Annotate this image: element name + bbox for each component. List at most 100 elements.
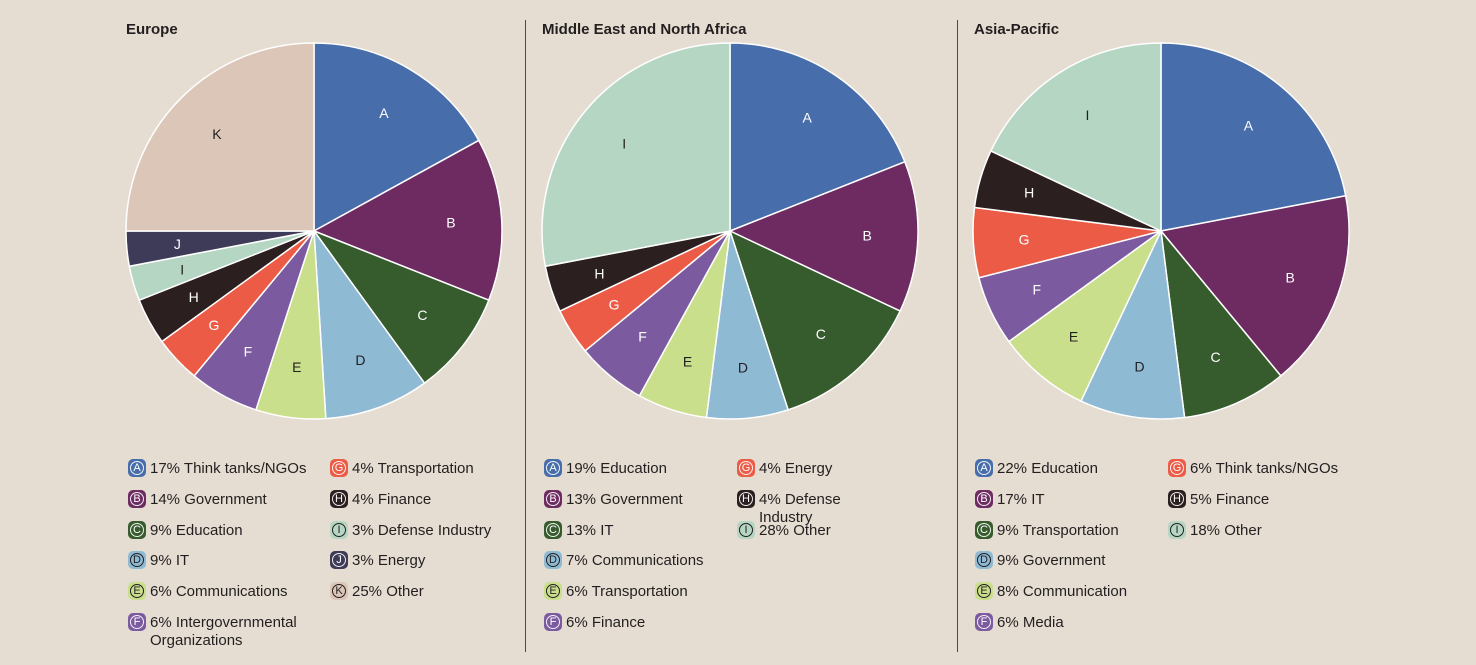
- legend-text: 4% Energy: [759, 460, 833, 477]
- pie-slice-label-mena-c: C: [816, 326, 826, 342]
- legend-item-europe-f: F 6% Intergovernmental Organizations: [128, 613, 297, 650]
- legend-item-asia-pacific-a: A 22% Education: [975, 459, 1098, 478]
- pie-slice-label-asia-pacific-f: F: [1033, 281, 1042, 297]
- legend-badge-e: E: [128, 582, 146, 601]
- legend-badge-b: B: [544, 489, 562, 508]
- legend-item-mena-g: G 4% Energy: [737, 459, 833, 478]
- legend-badge-h: H: [330, 489, 348, 508]
- pie-slice-europe-b: [312, 139, 503, 302]
- legend-badge-e: E: [544, 582, 562, 601]
- pie-slice-label-asia-pacific-h: H: [1024, 185, 1034, 201]
- legend-badge-c: C: [544, 520, 562, 539]
- pie-slice-label-mena-a: A: [802, 109, 812, 125]
- pie-slice-label-europe-a: A: [379, 105, 389, 121]
- pie-slice-label-asia-pacific-g: G: [1019, 232, 1030, 248]
- pie-slice-asia-pacific-d: [1079, 228, 1186, 420]
- legend-item-mena-i: I 28% Other: [737, 520, 831, 540]
- legend-badge-e: E: [975, 582, 993, 601]
- legend-item-mena-d: D 7% Communications: [544, 551, 704, 570]
- legend-item-europe-d: D 9% IT: [128, 551, 190, 570]
- pie-slice-asia-pacific-c: [1159, 228, 1282, 419]
- legend-badge-f: F: [975, 613, 993, 631]
- legend-text: 8% Communication: [997, 583, 1128, 601]
- panel-title-mena: Middle East and North Africa: [542, 21, 747, 38]
- pie-slice-label-europe-j: J: [174, 236, 181, 252]
- pie-slice-label-europe-e: E: [292, 359, 301, 375]
- legend-item-europe-h: H 4% Finance: [330, 489, 432, 509]
- pie-slice-label-asia-pacific-c: C: [1210, 349, 1220, 365]
- legend-text: 14% Government: [150, 490, 267, 508]
- legend-badge-h: H: [1168, 489, 1186, 508]
- legend-badge-a: A: [975, 459, 993, 477]
- legend-text: 19% Education: [566, 460, 667, 477]
- legend-item-asia-pacific-g: G 6% Think tanks/NGOs: [1168, 459, 1338, 478]
- pie-slice-mena-c: [728, 229, 902, 411]
- pie-slice-mena-a: [729, 42, 906, 233]
- legend-item-asia-pacific-e: E 8% Communication: [975, 582, 1128, 601]
- legend-badge-i: I: [737, 520, 755, 539]
- legend-text: 6% Intergovernmental Organizations: [150, 614, 297, 649]
- pie-slice-label-asia-pacific-a: A: [1244, 117, 1254, 133]
- legend-badge-g: G: [1168, 459, 1186, 477]
- legend-badge-f: F: [128, 613, 146, 631]
- pie-slice-asia-pacific-i: [989, 42, 1162, 233]
- legend-badge-g: G: [330, 459, 348, 477]
- pie-slice-europe-d: [313, 228, 426, 420]
- legend-badge-j: J: [330, 551, 348, 570]
- pie-slice-asia-pacific-e: [1007, 230, 1162, 403]
- legend-text: 17% IT: [997, 490, 1045, 508]
- pie-slice-label-mena-b: B: [863, 227, 872, 243]
- legend-text: 25% Other: [352, 583, 424, 601]
- legend-badge-c: C: [128, 520, 146, 539]
- pie-slice-label-mena-d: D: [738, 360, 748, 376]
- legend-badge-f: F: [544, 613, 562, 631]
- legend-text: 4% Defense Industry: [759, 490, 841, 526]
- legend-item-mena-b: B 13% Government: [544, 489, 683, 509]
- legend-item-asia-pacific-i: I 18% Other: [1168, 520, 1262, 540]
- legend-badge-c: C: [975, 520, 993, 539]
- panel-title-europe: Europe: [126, 21, 178, 38]
- legend-text: 4% Finance: [352, 490, 432, 508]
- legend-text: 6% Finance: [566, 614, 646, 631]
- legend-item-europe-c: C 9% Education: [128, 520, 243, 540]
- legend-badge-a: A: [544, 459, 562, 477]
- legend-text: 9% IT: [150, 552, 190, 570]
- pie-slice-mena-i: [541, 42, 731, 268]
- legend-text: 9% Education: [150, 521, 243, 539]
- legend-text: 6% Communications: [150, 583, 288, 601]
- pie-slice-label-europe-k: K: [212, 126, 222, 142]
- legend-text: 3% Energy: [352, 552, 426, 570]
- pie-slice-label-mena-e: E: [683, 354, 692, 370]
- legend-text: 9% Government: [997, 552, 1106, 570]
- legend-text: 6% Transportation: [566, 583, 688, 601]
- legend-item-mena-a: A 19% Education: [544, 459, 667, 478]
- legend-item-europe-a: A 17% Think tanks/NGOs: [128, 459, 306, 478]
- legend-text: 13% IT: [566, 521, 614, 539]
- legend-text: 3% Defense Industry: [352, 521, 492, 539]
- pie-slice-label-asia-pacific-d: D: [1134, 359, 1144, 375]
- pie-slice-label-europe-c: C: [417, 307, 427, 323]
- legend-item-asia-pacific-h: H 5% Finance: [1168, 489, 1269, 509]
- pie-slice-europe-k: [125, 42, 315, 232]
- legend-item-europe-e: E 6% Communications: [128, 582, 288, 601]
- pie-slice-label-mena-h: H: [594, 265, 604, 281]
- panel-title-asia-pacific: Asia-Pacific: [974, 21, 1060, 38]
- legend-item-mena-f: F 6% Finance: [544, 613, 646, 632]
- pie-slice-label-mena-g: G: [609, 297, 620, 313]
- legend-badge-k: K: [330, 582, 348, 601]
- pie-slice-label-asia-pacific-e: E: [1069, 329, 1078, 345]
- pie-slice-label-europe-i: I: [180, 261, 184, 277]
- legend-item-mena-e: E 6% Transportation: [544, 582, 688, 601]
- legend-item-mena-h: H 4% Defense Industry: [737, 489, 841, 527]
- legend-item-europe-k: K 25% Other: [330, 582, 424, 601]
- pie-slice-label-mena-f: F: [638, 329, 647, 345]
- legend-text: 18% Other: [1190, 521, 1262, 539]
- legend-text: 9% Transportation: [997, 521, 1119, 539]
- legend-badge-i: I: [1168, 520, 1186, 539]
- legend-badge-i: I: [330, 520, 348, 539]
- legend-text: 22% Education: [997, 460, 1098, 477]
- pie-slice-asia-pacific-a: [1160, 42, 1347, 232]
- pie-slice-label-asia-pacific-b: B: [1285, 269, 1294, 285]
- pie-slice-label-europe-g: G: [209, 317, 220, 333]
- legend-item-europe-b: B 14% Government: [128, 489, 267, 509]
